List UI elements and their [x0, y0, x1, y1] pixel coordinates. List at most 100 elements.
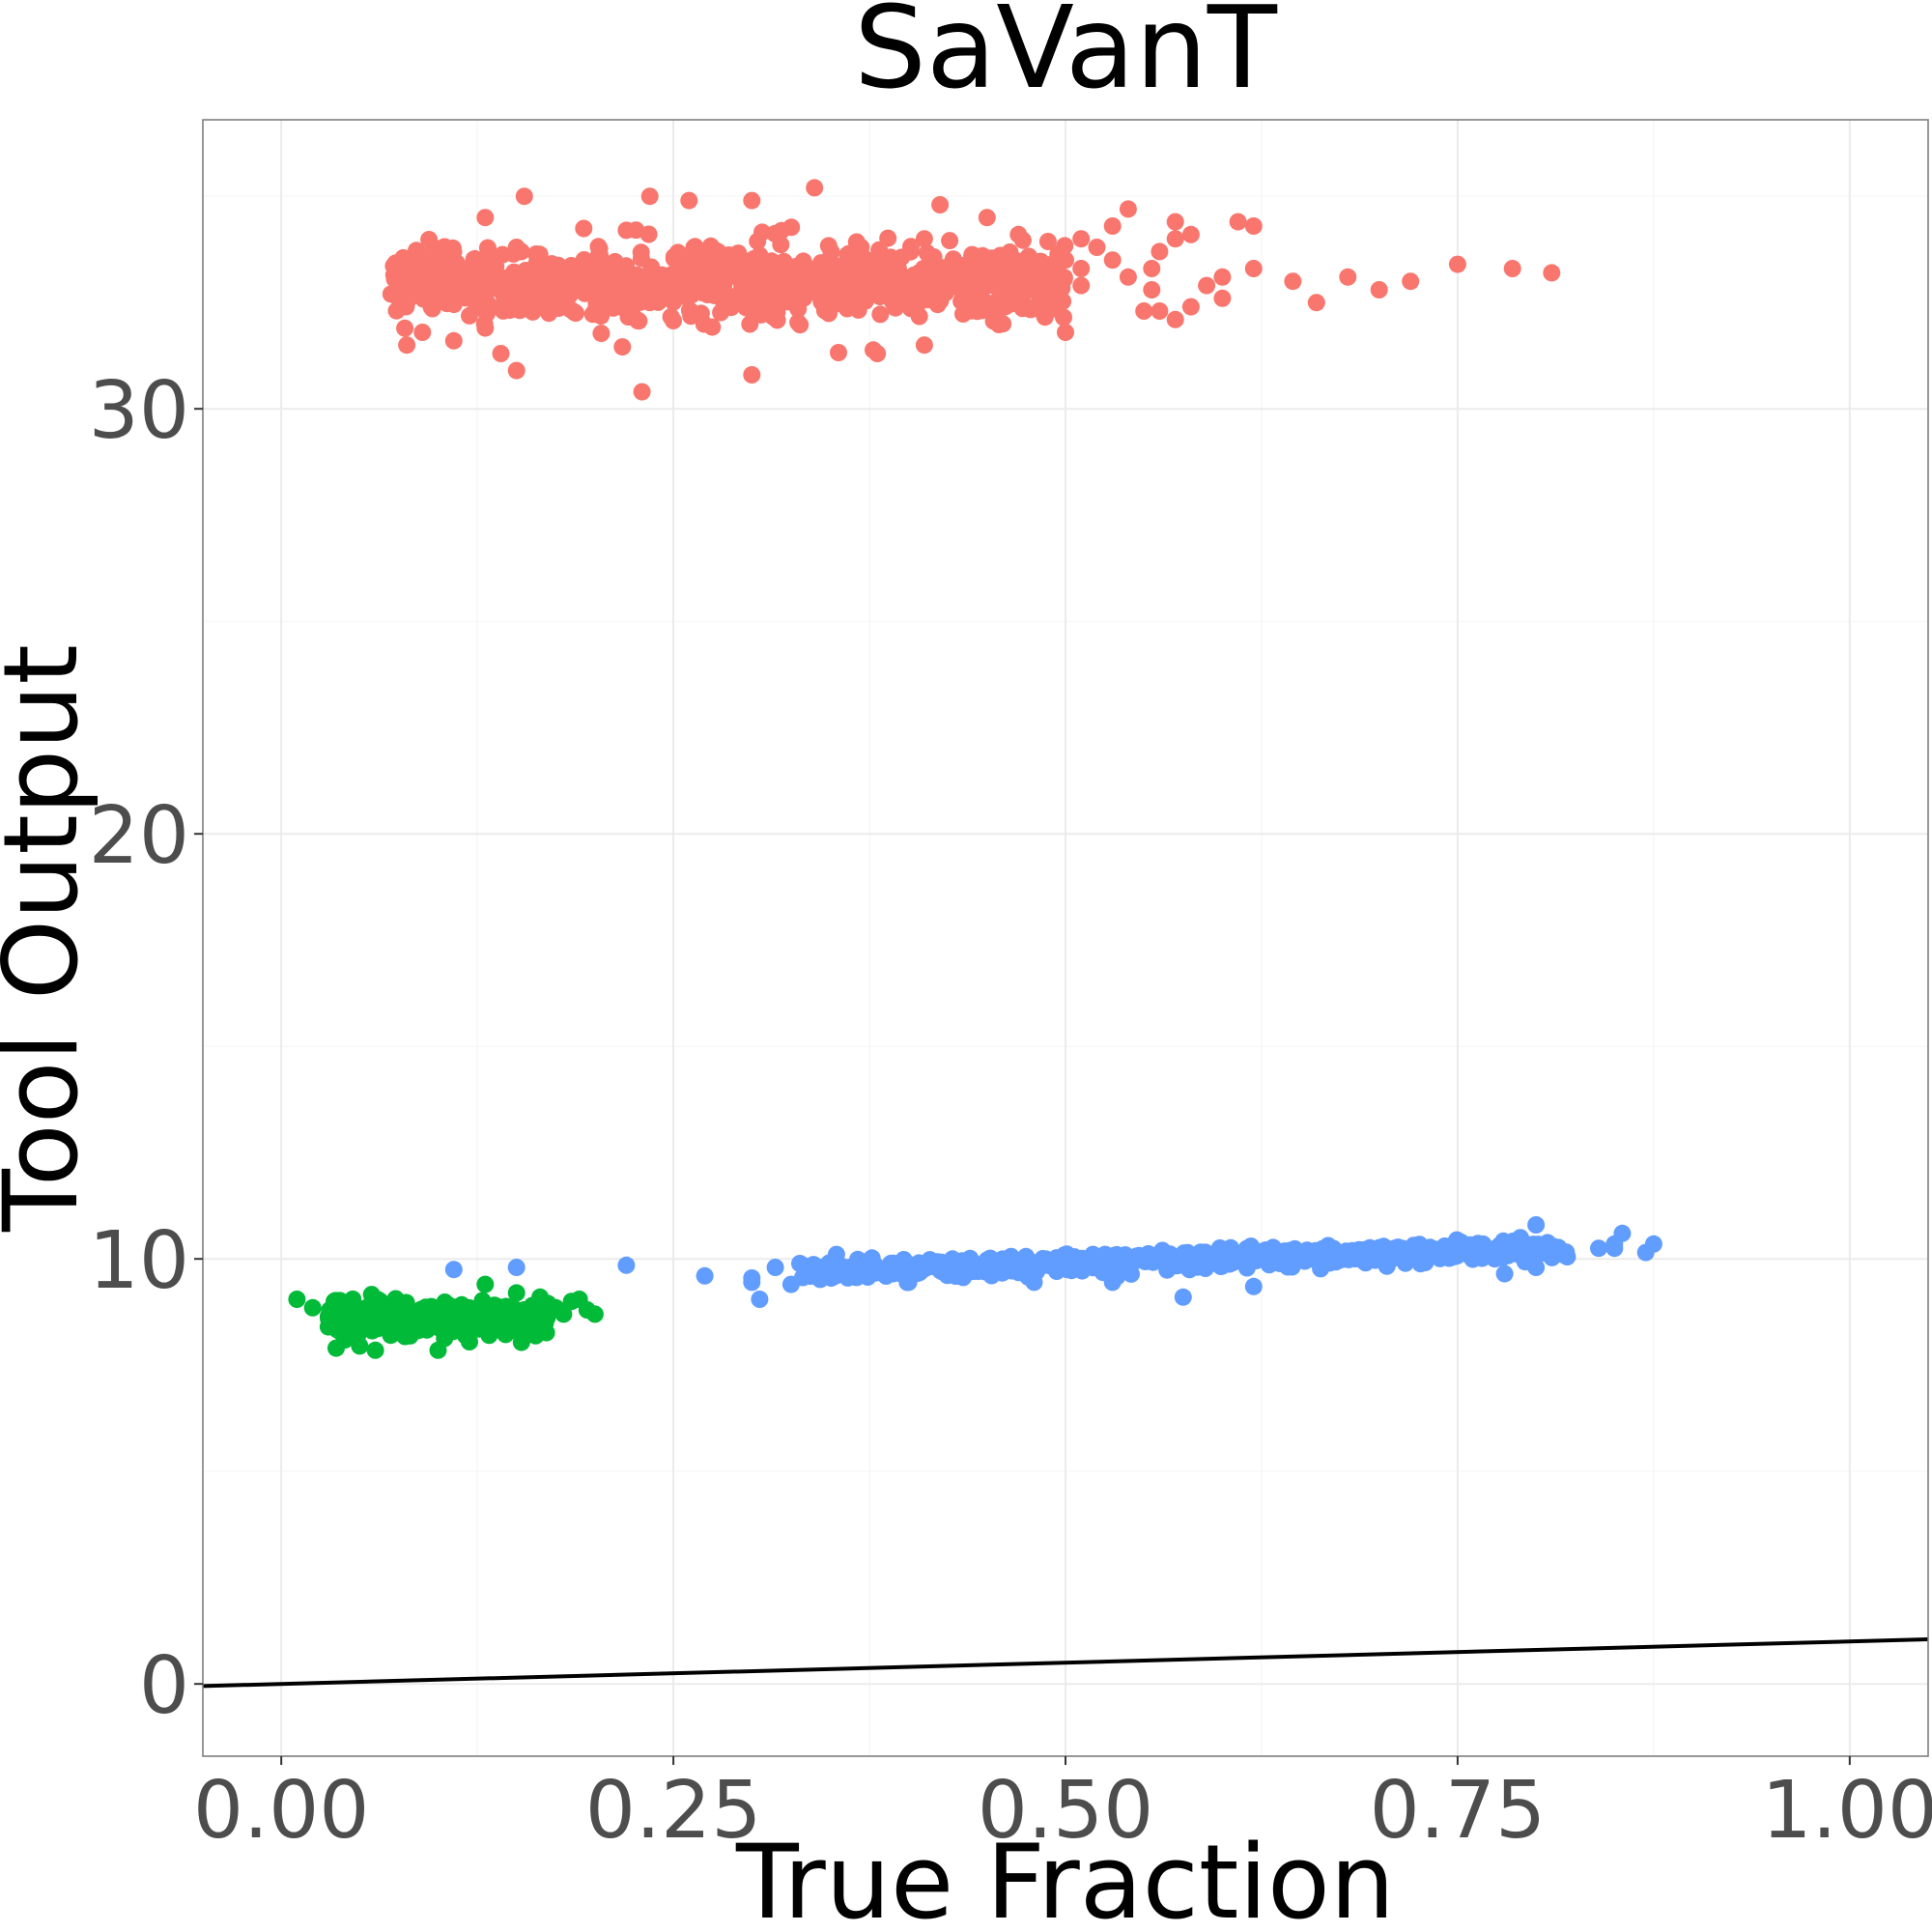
data-point [1181, 225, 1200, 243]
data-point [575, 219, 593, 238]
data-point [1372, 1243, 1390, 1262]
data-point [585, 1305, 604, 1323]
data-point [444, 1261, 463, 1279]
x-tick-label: 0.50 [978, 1765, 1154, 1857]
data-point [303, 1298, 322, 1317]
data-point [1144, 1253, 1162, 1271]
data-point [871, 305, 890, 324]
data-point [555, 294, 574, 312]
data-point [899, 1273, 918, 1292]
y-tick-label: 20 [89, 790, 189, 882]
data-point [1056, 237, 1074, 255]
data-point [1527, 1216, 1546, 1234]
data-point [822, 1269, 840, 1288]
data-point [351, 1337, 369, 1355]
data-point [562, 1293, 581, 1311]
data-point [884, 1264, 902, 1283]
data-point [822, 242, 840, 261]
data-point [1036, 308, 1054, 327]
data-point [482, 1298, 500, 1317]
data-point [696, 1266, 714, 1285]
data-point [830, 344, 847, 361]
data-point [1143, 260, 1161, 277]
data-point [814, 256, 833, 274]
chart-title: SaVanT [854, 0, 1278, 114]
data-point [526, 1318, 544, 1336]
data-point [591, 246, 610, 265]
data-point [403, 278, 421, 297]
data-point [982, 269, 1001, 287]
data-point [751, 1291, 769, 1308]
data-point [753, 279, 771, 297]
series-1 [382, 179, 1561, 401]
x-axis-label: True Fraction [735, 1823, 1395, 1932]
data-point [862, 274, 880, 293]
data-point [1229, 213, 1247, 231]
data-point [592, 325, 611, 343]
data-point [1511, 1229, 1529, 1247]
data-point [931, 1261, 950, 1279]
series-3 [288, 1275, 604, 1359]
data-point [955, 256, 974, 274]
data-point [362, 1315, 381, 1333]
data-point [1166, 310, 1184, 328]
data-point [527, 245, 546, 263]
data-point [454, 279, 472, 298]
data-point [565, 260, 583, 278]
data-point [1543, 264, 1561, 282]
data-point [1103, 1273, 1122, 1292]
data-point [743, 1273, 761, 1292]
data-point [554, 1305, 573, 1323]
data-point [1644, 1235, 1662, 1253]
data-point [1119, 268, 1137, 286]
data-point [444, 331, 463, 350]
data-point [978, 209, 996, 227]
data-point [692, 304, 710, 323]
data-point [632, 243, 650, 262]
data-point [910, 307, 928, 326]
data-point [1025, 255, 1043, 273]
x-tick-label: 0.00 [193, 1765, 370, 1857]
data-point [461, 1333, 478, 1350]
data-point [478, 304, 496, 323]
data-point [852, 238, 870, 256]
data-point [1213, 289, 1232, 307]
data-point [396, 319, 414, 337]
data-point [507, 361, 526, 380]
data-point [625, 308, 643, 327]
data-point [1072, 230, 1091, 248]
data-point [781, 1275, 800, 1293]
data-point [385, 1318, 404, 1335]
data-point [487, 258, 505, 275]
data-point [753, 223, 771, 242]
data-point [492, 345, 510, 362]
data-point [729, 244, 748, 263]
data-point [931, 292, 950, 310]
data-point [916, 1260, 934, 1278]
data-point [1198, 276, 1216, 295]
data-point [679, 273, 697, 292]
data-point [507, 1284, 526, 1302]
data-point [1355, 1240, 1374, 1259]
data-point [1040, 264, 1059, 282]
data-point [1370, 281, 1388, 298]
data-point [1055, 308, 1072, 327]
data-point [838, 265, 856, 282]
data-point [1242, 1237, 1260, 1256]
data-point [1135, 302, 1153, 320]
data-point [686, 238, 704, 256]
y-tick-label: 10 [89, 1215, 189, 1307]
data-point [319, 1318, 337, 1336]
data-point [889, 263, 907, 281]
data-point [1123, 1252, 1142, 1270]
data-point [1495, 1264, 1514, 1283]
data-point [327, 1339, 345, 1357]
data-point [434, 1305, 451, 1323]
data-point [288, 1291, 306, 1308]
data-point [1158, 1261, 1177, 1279]
grid [203, 120, 1928, 1756]
data-point [915, 336, 933, 355]
data-point [768, 311, 786, 329]
data-point [1181, 298, 1200, 316]
